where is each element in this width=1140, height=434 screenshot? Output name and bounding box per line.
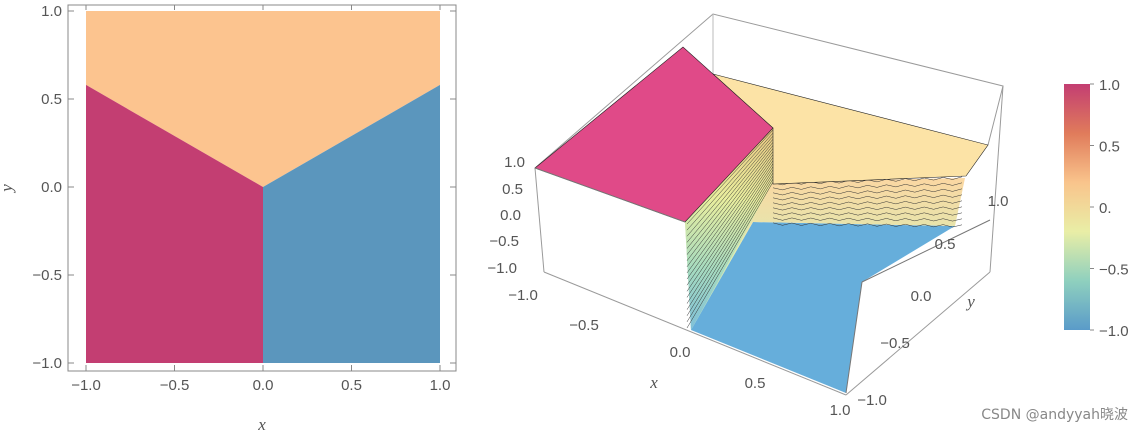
contour-line	[686, 145, 774, 255]
box-front-vertical	[845, 281, 863, 394]
contour-line	[772, 206, 963, 211]
contour-line	[686, 169, 774, 304]
contour-line	[686, 157, 774, 280]
y-axis-ticks-3d: −1.0 −0.5 0.0 0.5 1.0	[857, 193, 1008, 409]
y-tick-label: −0.5	[32, 267, 62, 284]
contour-line	[686, 142, 774, 249]
x-tick-label-3d: 0.0	[670, 344, 691, 361]
x-tick-label-3d: −0.5	[569, 317, 599, 334]
surface-plot: −1.0 −0.5 0.0 0.5 1.0 −1.0 −0.5 0.0 0.5 1.0 −1.0…	[487, 13, 1008, 419]
contour-line	[772, 182, 963, 191]
box-left-bottom	[543, 271, 847, 396]
z-axis-ticks: −1.0 −0.5 0.0 0.5 1.0	[487, 154, 525, 277]
watermark: CSDN @andyyah晓波	[981, 407, 1128, 423]
region-upper-wedge	[86, 11, 440, 187]
x-axis-ticks: −1.0 −0.5 0.0 0.5 1.0	[71, 5, 450, 394]
contour-line	[686, 181, 774, 329]
contour-line	[772, 222, 963, 228]
box-right-bottom	[845, 271, 991, 396]
x-tick-label-3d: −1.0	[508, 287, 538, 304]
surface-contours	[686, 129, 963, 329]
colorbar-tick-label: 0.5	[1099, 139, 1120, 156]
contour-line	[686, 166, 774, 298]
x-tick-label: 0.0	[253, 377, 274, 394]
y-axis-label: y	[0, 184, 16, 194]
x-axis-ticks-3d: −1.0 −0.5 0.0 0.5 1.0	[508, 287, 850, 419]
region-lower-left	[86, 84, 263, 364]
contour-line	[772, 200, 963, 206]
x-axis-label: x	[257, 415, 266, 434]
contour-line	[772, 212, 963, 216]
colorbar-tick-label: 0.	[1099, 200, 1112, 217]
box-front-top	[861, 219, 991, 283]
x-axis-label-3d: x	[649, 373, 658, 392]
y-tick-label: 1.0	[41, 3, 62, 20]
colorbar-tick-label: 1.0	[1099, 77, 1120, 94]
x-tick-label: −1.0	[71, 377, 101, 394]
y-tick-label: −1.0	[32, 355, 62, 372]
surface-wall-right	[685, 178, 965, 330]
box-left-vertical	[534, 167, 545, 273]
plot-frame	[67, 4, 457, 372]
x-tick-label: 1.0	[430, 377, 451, 394]
z-tick-label: −1.0	[487, 260, 517, 277]
surface-level-minus1	[691, 222, 955, 393]
colorbar-ticks: 1.0 0.5 0. −0.5 −1.0	[1090, 77, 1129, 340]
y-axis-ticks: −1.0 −0.5 0.0 0.5 1.0	[32, 3, 456, 372]
y-tick-label-3d: −0.5	[880, 335, 910, 352]
box-back-edges	[534, 13, 1004, 169]
contour-line	[686, 175, 774, 316]
y-tick-label-3d: 0.5	[935, 236, 956, 253]
colorbar-gradient	[1064, 84, 1090, 330]
z-tick-label: −0.5	[489, 233, 519, 250]
colorbar: 1.0 0.5 0. −0.5 −1.0	[1064, 77, 1129, 340]
y-tick-label: 0.5	[41, 91, 62, 108]
x-tick-label: 0.5	[341, 377, 362, 394]
contour-line	[686, 172, 774, 310]
contour-line	[772, 194, 963, 201]
y-tick-label-3d: 1.0	[988, 193, 1009, 210]
z-tick-label: 0.5	[502, 181, 523, 198]
y-tick-label: 0.0	[41, 179, 62, 196]
y-tick-label-3d: 0.0	[911, 288, 932, 305]
contour-line	[686, 178, 774, 323]
box-front-left	[534, 167, 686, 223]
contour-line	[686, 132, 774, 231]
colorbar-tick-label: −1.0	[1099, 323, 1129, 340]
contour-line	[772, 217, 963, 222]
contour-line	[686, 151, 774, 267]
contour-line	[686, 129, 774, 225]
x-tick-label: −0.5	[160, 377, 190, 394]
contour-line	[686, 163, 774, 292]
x-tick-label-3d: 0.5	[745, 375, 766, 392]
region-lower-right	[263, 84, 440, 364]
contour-line	[686, 135, 774, 237]
contour-line	[686, 148, 774, 261]
x-tick-label-3d: 1.0	[830, 402, 851, 419]
contour-line	[772, 188, 963, 196]
density-plot: −1.0 −0.5 0.0 0.5 1.0 −1.0 −0.5 0.0 0.5 1.0 x y	[0, 3, 457, 434]
z-tick-label: 1.0	[504, 154, 525, 171]
y-axis-label-3d: y	[965, 292, 975, 311]
z-tick-label: 0.0	[500, 207, 521, 224]
contour-line	[686, 160, 774, 286]
colorbar-tick-label: −0.5	[1099, 262, 1129, 279]
contour-line	[686, 154, 774, 274]
contour-line	[686, 139, 774, 243]
y-tick-label-3d: −1.0	[857, 392, 887, 409]
box-back-vertical-2	[989, 85, 1004, 273]
